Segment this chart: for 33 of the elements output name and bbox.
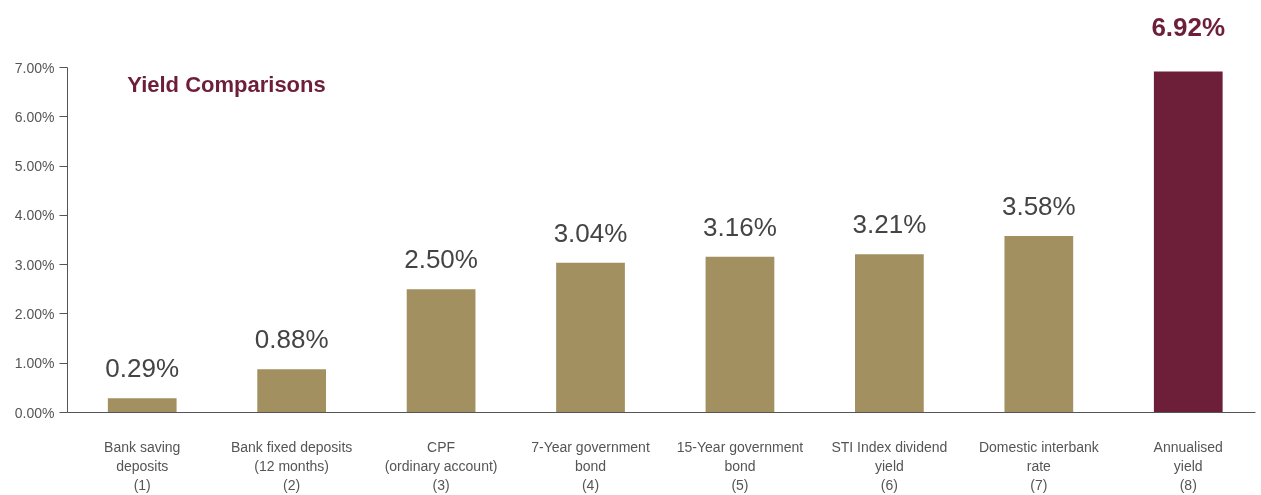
- x-tick-label: 7-Year government bond (4): [531, 438, 650, 493]
- y-tick-label: 7.00%: [14, 59, 55, 76]
- chart-title: Yield Comparisons: [127, 71, 326, 97]
- y-tick-label: 2.00%: [14, 305, 55, 322]
- y-tick-label: 5.00%: [14, 158, 55, 175]
- data-label: 3.58%: [1001, 191, 1076, 222]
- data-label: 3.04%: [553, 217, 628, 248]
- bar: [257, 369, 327, 413]
- bar: [855, 254, 924, 413]
- data-label: 2.50%: [404, 244, 478, 275]
- y-tick-label: 1.00%: [14, 355, 55, 372]
- data-label: 0.29%: [105, 353, 180, 384]
- data-label: 3.21%: [852, 209, 927, 240]
- bar: [107, 398, 177, 413]
- x-tick-label: 15-Year government bond (5): [676, 438, 804, 493]
- x-tick-label: CPF (ordinary account) (3): [384, 438, 498, 493]
- x-tick-label: Bank saving deposits (1): [104, 438, 181, 493]
- bar: [1153, 71, 1223, 413]
- x-tick-label: Annualised yield (8): [1153, 438, 1223, 493]
- bar: [406, 289, 476, 413]
- data-label: 0.88%: [254, 324, 329, 355]
- y-tick-label: 6.00%: [14, 108, 55, 125]
- data-label: 3.16%: [703, 211, 777, 242]
- bar: [556, 262, 625, 413]
- bar: [1004, 236, 1074, 413]
- x-tick-label: Bank fixed deposits (12 months) (2): [230, 438, 353, 493]
- data-label: 6.92%: [1151, 11, 1226, 42]
- y-tick-label: 0.00%: [14, 404, 55, 421]
- x-tick-label: STI Index dividend yield (6): [831, 438, 948, 493]
- y-tick-label: 3.00%: [14, 256, 55, 273]
- y-tick-label: 4.00%: [14, 207, 55, 224]
- bar: [705, 256, 775, 413]
- x-tick-label: Domestic interbank rate (7): [978, 438, 1100, 493]
